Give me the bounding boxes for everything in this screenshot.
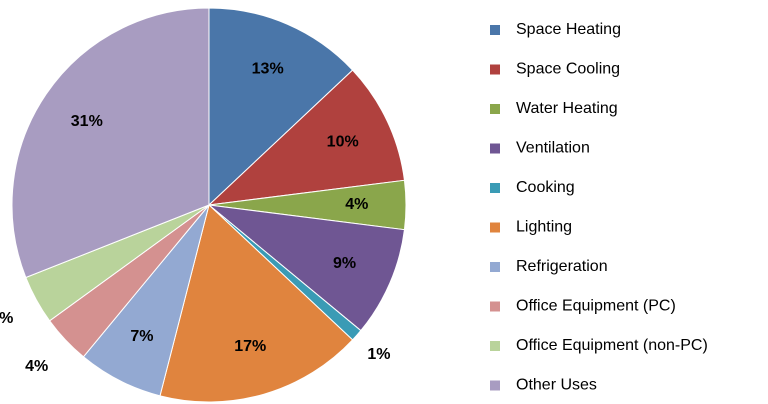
- legend-label: Space Heating: [516, 21, 621, 38]
- pie-slice: [208, 7, 354, 207]
- legend-swatch: [490, 341, 500, 351]
- legend-swatch: [490, 143, 500, 154]
- data-label: 31%: [71, 113, 103, 130]
- pie-slice: [207, 204, 406, 332]
- pie-slice: [11, 7, 210, 279]
- legend-label: Office Equipment (PC): [516, 298, 676, 315]
- legend-swatch: [490, 64, 500, 75]
- data-label: 4%: [345, 196, 368, 213]
- data-label: 10%: [327, 133, 359, 150]
- data-label: 4%: [0, 310, 13, 327]
- legend-swatch: [490, 380, 500, 391]
- legend-label: Refrigeration: [516, 258, 608, 275]
- legend-swatch: [490, 104, 500, 114]
- legend-label: Space Cooling: [516, 61, 620, 78]
- data-label: 9%: [333, 255, 356, 272]
- legend-swatch: [490, 222, 500, 233]
- pie-slice: [159, 204, 354, 403]
- legend-label: Cooking: [516, 179, 575, 196]
- legend-label: Other Uses: [516, 377, 597, 394]
- legend-swatch: [490, 25, 500, 35]
- data-label: 4%: [25, 358, 48, 375]
- legend-label: Office Equipment (non-PC): [516, 337, 708, 354]
- legend-label: Lighting: [516, 219, 572, 236]
- data-label: 1%: [367, 346, 390, 363]
- legend-label: Ventilation: [516, 140, 590, 157]
- data-label: 7%: [130, 328, 153, 345]
- legend-label: Water Heating: [516, 100, 618, 117]
- data-label: 13%: [252, 61, 284, 78]
- legend-swatch: [490, 183, 500, 193]
- pie-slice: [207, 69, 406, 206]
- legend-swatch: [490, 262, 500, 272]
- data-label: 17%: [234, 338, 266, 355]
- legend-swatch: [490, 301, 500, 312]
